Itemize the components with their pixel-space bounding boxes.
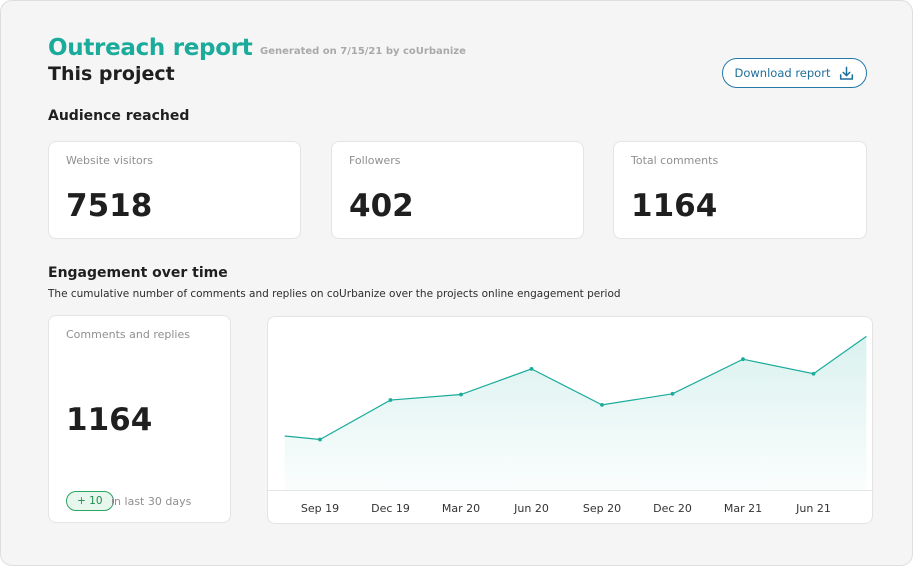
data-point — [529, 367, 534, 371]
project-subtitle: This project — [48, 63, 175, 85]
comments-replies-value: 1164 — [66, 402, 153, 438]
data-point — [318, 437, 322, 442]
engagement-description: The cumulative number of comments and re… — [48, 288, 621, 300]
data-point — [459, 392, 463, 397]
x-tick-label: Dec 20 — [653, 502, 692, 515]
x-tick-label: Mar 21 — [724, 502, 762, 515]
total-comments-card: Total comments 1164 — [613, 141, 867, 239]
x-tick-label: Sep 19 — [301, 502, 339, 515]
followers-card: Followers 402 — [331, 141, 584, 239]
delta-note: in last 30 days — [111, 495, 192, 508]
engagement-line — [284, 335, 867, 441]
generated-note: Generated on 7/15/21 by coUrbanize — [260, 46, 466, 57]
x-tick-label: Jun 21 — [795, 502, 831, 515]
x-tick-label: Dec 19 — [371, 502, 410, 515]
comments-replies-card: Comments and replies 1164 + 10 in last 3… — [48, 315, 231, 523]
website-visitors-card: Website visitors 7518 — [48, 141, 301, 239]
audience-section-title: Audience reached — [48, 108, 190, 124]
engagement-chart: Sep 19 Dec 19 Mar 20 Jun 20 Sep 20 Dec 20 Mar … — [267, 316, 874, 524]
total-comments-value: 1164 — [631, 188, 718, 224]
download-icon — [839, 66, 854, 81]
page-title: Outreach report — [48, 35, 253, 61]
website-visitors-value: 7518 — [66, 188, 153, 224]
engagement-section-title: Engagement over time — [48, 265, 228, 281]
comments-replies-label: Comments and replies — [66, 328, 190, 341]
engagement-area — [284, 336, 867, 490]
data-point — [600, 402, 604, 407]
data-point — [388, 398, 393, 402]
total-comments-label: Total comments — [631, 154, 719, 167]
x-tick-label: Mar 20 — [442, 502, 480, 515]
data-point — [741, 357, 745, 362]
followers-label: Followers — [349, 154, 401, 167]
download-report-button[interactable]: Download report — [722, 58, 867, 88]
delta-badge: + 10 — [66, 491, 114, 511]
x-tick-label: Jun 20 — [513, 502, 549, 515]
data-point — [670, 391, 675, 396]
website-visitors-label: Website visitors — [66, 154, 153, 167]
download-report-label: Download report — [734, 66, 831, 80]
engagement-chart-svg: Sep 19 Dec 19 Mar 20 Jun 20 Sep 20 Dec 20 Mar … — [268, 335, 874, 515]
data-point — [811, 371, 816, 376]
x-tick-label: Sep 20 — [583, 502, 621, 515]
followers-value: 402 — [349, 188, 414, 224]
